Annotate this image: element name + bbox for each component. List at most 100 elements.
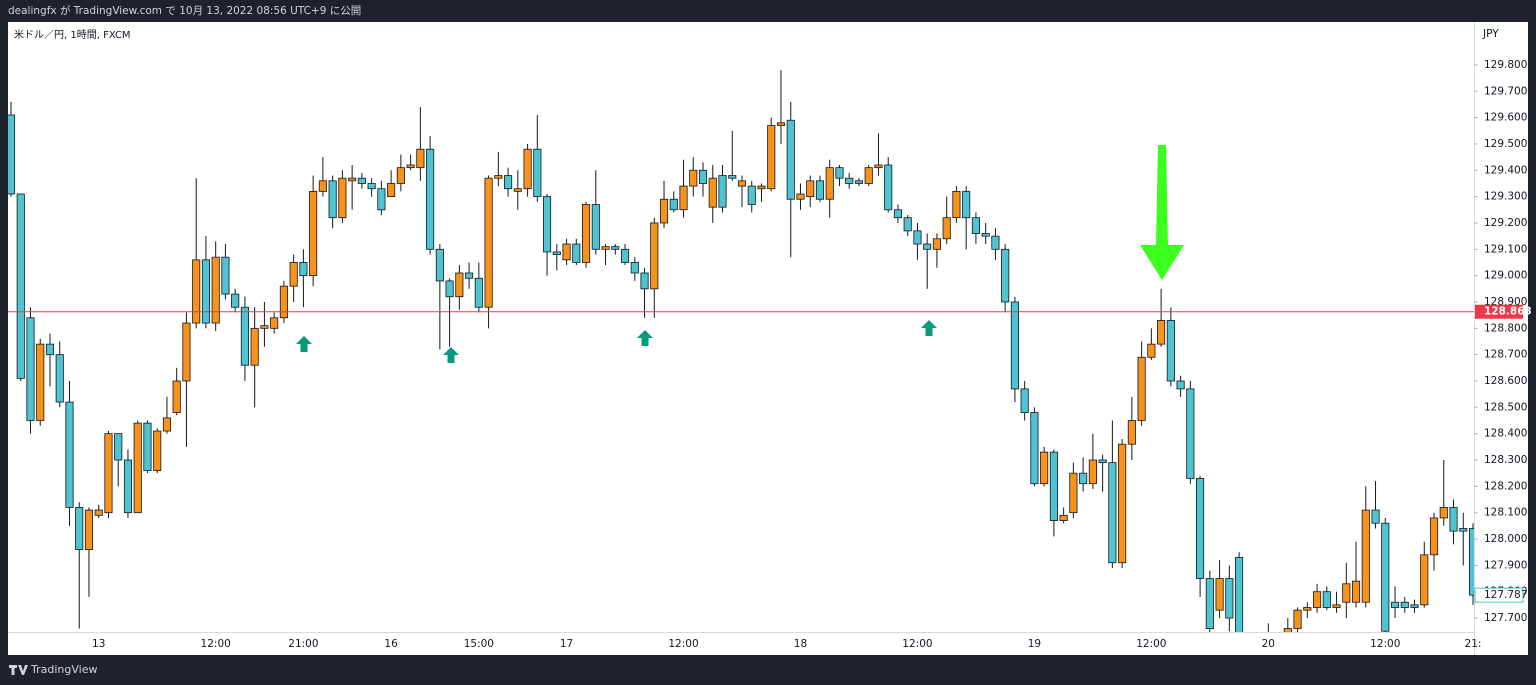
candle-body — [1371, 509, 1380, 524]
y-tick-label: 127.700 — [1484, 612, 1527, 624]
x-tick-label: 12:00 — [201, 638, 231, 650]
axes: 127.700127.800127.900128.000128.100128.2… — [92, 59, 1532, 650]
candle-body — [279, 285, 288, 319]
candle-body — [162, 417, 172, 432]
x-tick-label: 12:00 — [902, 638, 932, 650]
candle-body — [689, 169, 698, 187]
candle-body — [1429, 517, 1439, 556]
x-tick-label: 17 — [560, 638, 573, 650]
candle-body — [1312, 591, 1322, 608]
candle-body — [1030, 412, 1039, 485]
candle-body — [387, 183, 396, 198]
candle-body — [182, 322, 191, 382]
candle-body — [562, 243, 571, 261]
candle-body — [406, 164, 415, 169]
candle-body — [757, 185, 766, 190]
candle-body — [318, 180, 327, 192]
candle-body — [718, 175, 727, 208]
candle-body — [767, 125, 776, 190]
candle-body — [1059, 514, 1068, 521]
chart-panel — [8, 22, 1528, 655]
up-arrow — [637, 330, 653, 346]
x-tick-label: 12:00 — [1136, 638, 1166, 650]
candle-body — [1196, 478, 1205, 579]
candle-body — [884, 164, 893, 211]
candle-body — [1088, 459, 1097, 485]
candle-body — [776, 122, 786, 126]
candle-body — [572, 243, 581, 263]
candle-body — [659, 198, 669, 224]
candle-body — [1127, 420, 1136, 445]
brand: TradingView — [9, 663, 97, 676]
candle-body — [1001, 248, 1010, 303]
y-tick-label: 129.700 — [1484, 85, 1527, 97]
x-tick-label: 18 — [794, 638, 807, 650]
candle-body — [260, 325, 269, 329]
x-tick-label: 13 — [92, 638, 105, 650]
candle-body — [669, 198, 678, 211]
candle-body — [815, 180, 825, 200]
candle-body — [26, 317, 35, 421]
candle-body — [1235, 557, 1244, 632]
candle-body — [952, 190, 961, 219]
candle-body — [172, 380, 181, 414]
candle-body — [367, 183, 376, 190]
candle-body — [240, 306, 249, 366]
candle-body — [1322, 591, 1331, 608]
horizontal-line-label-bg — [1475, 304, 1523, 319]
x-tick-label: 20 — [1262, 638, 1275, 650]
candle-body — [1118, 443, 1127, 564]
y-tick-label: 128.300 — [1484, 454, 1527, 466]
candle-body — [1069, 472, 1078, 514]
candle-body — [435, 248, 444, 282]
y-tick-label: 128.700 — [1484, 349, 1527, 361]
candle-body — [591, 204, 600, 250]
candle-body — [328, 180, 337, 219]
candle-body — [1157, 320, 1166, 345]
candle-body — [1166, 320, 1175, 382]
candle-body — [1293, 609, 1302, 629]
x-tick-label: 16 — [384, 638, 398, 650]
plot-area — [8, 70, 1474, 632]
candle-body — [8, 114, 16, 195]
y-tick-label: 128.000 — [1484, 533, 1527, 545]
candle-body — [1283, 628, 1292, 632]
candle-body — [1186, 388, 1195, 479]
publish-header: dealingfx が TradingView.com で 10月 13, 20… — [8, 4, 361, 17]
candle-body — [923, 243, 932, 250]
candle-body — [270, 317, 279, 329]
candle-body — [611, 246, 620, 250]
y-tick-label: 127.900 — [1484, 559, 1527, 571]
candle-body — [1332, 604, 1341, 608]
candle-body — [806, 180, 815, 198]
candle-body — [1205, 578, 1214, 629]
candle-body — [504, 175, 513, 190]
candle-body — [484, 177, 493, 308]
candle-body — [1410, 604, 1419, 608]
candle-body — [1215, 578, 1224, 611]
candle-body — [1468, 528, 1474, 596]
candle-body — [1381, 522, 1390, 632]
candle-body — [1147, 343, 1156, 358]
x-tick-label: 12:00 — [668, 638, 698, 650]
candle-body — [543, 196, 552, 253]
candle-body — [581, 204, 591, 263]
brand-name: TradingView — [30, 663, 97, 676]
candle-body — [289, 262, 298, 287]
candle-body — [874, 164, 883, 169]
y-tick-label: 128.200 — [1484, 480, 1527, 492]
brand-logo — [9, 665, 28, 675]
candle-body — [513, 188, 522, 192]
candle-body — [1079, 472, 1088, 485]
candle-body — [737, 180, 747, 187]
candle-body — [728, 175, 737, 179]
candle-body — [523, 148, 532, 190]
candle-body — [94, 509, 103, 516]
symbol-label: 米ドル／円, 1時間, FXCM — [14, 28, 131, 41]
y-tick-label: 129.800 — [1484, 59, 1527, 71]
candle-body — [1303, 607, 1312, 611]
candle-body — [1225, 578, 1234, 619]
last-price-label: 127.787 — [1484, 589, 1527, 601]
